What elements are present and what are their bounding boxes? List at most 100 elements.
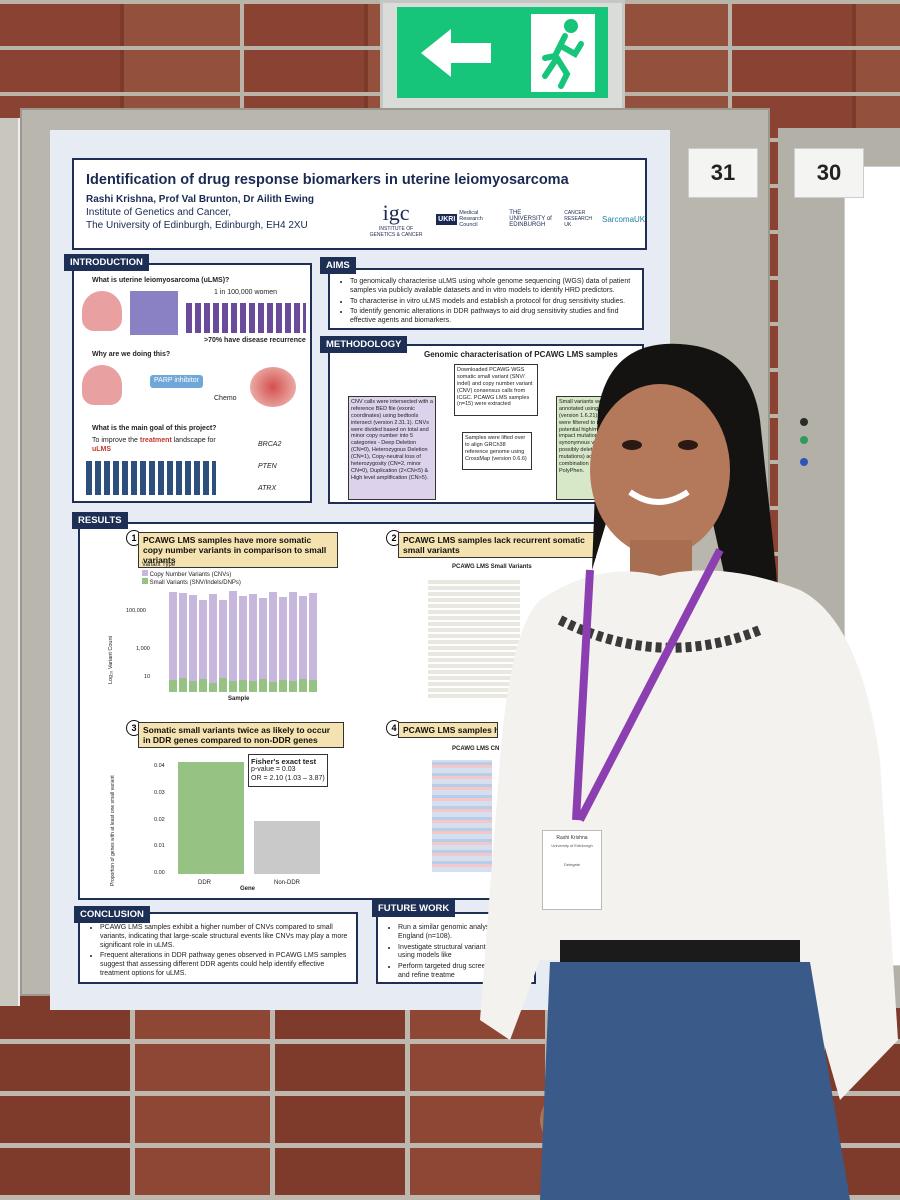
- histology-image: [130, 291, 178, 335]
- cnv-bar: [269, 592, 277, 682]
- small-variant-bar: [189, 681, 197, 692]
- badge-role: Delegate: [563, 862, 580, 867]
- intro-question-3: What is the main goal of this project?: [92, 425, 217, 432]
- copy-number-heatmap: [432, 760, 492, 872]
- result-3-heading: Somatic small variants twice as likely t…: [138, 722, 344, 748]
- sarcoma-uk-logo: SarcomaUK: [602, 214, 646, 224]
- small-variant-oncoplot: [428, 578, 520, 698]
- chart2-category-label: DDR: [198, 880, 211, 886]
- small-variant-bar: [179, 677, 187, 692]
- chemo-label: Chemo: [214, 395, 237, 402]
- methodology-title: Genomic characterisation of PCAWG LMS sa…: [424, 350, 618, 359]
- pin: [800, 418, 808, 426]
- result-4-heading: PCAWG LMS samples have number variants i…: [398, 722, 498, 738]
- aim-item: To characterise in vitro uLMS models and…: [350, 298, 634, 307]
- adjacent-board-left: [0, 118, 20, 1006]
- small-variant-bar: [259, 678, 267, 692]
- poster-title: Identification of drug response biomarke…: [86, 172, 569, 188]
- cruk-logo: CANCER RESEARCH UK: [564, 210, 593, 228]
- result-1-heading: PCAWG LMS samples have more somatic copy…: [138, 532, 338, 568]
- methodology-label: METHODOLOGY: [320, 336, 408, 353]
- intro-question-2: Why are we doing this?: [92, 351, 171, 358]
- cnv-bar: [239, 596, 247, 680]
- results-label: RESULTS: [72, 512, 128, 529]
- chart1-legend-title: Variant Type: [142, 562, 176, 568]
- ddr-bar: [254, 820, 320, 874]
- chart1-ytick: 100,000: [126, 608, 146, 614]
- cnv-vs-small-variant-chart: [168, 586, 318, 692]
- mrc-logo: UKRI Medical Research Council: [436, 210, 483, 228]
- small-variant-bar: [299, 679, 307, 692]
- gene-brca2: BRCA2: [258, 441, 282, 448]
- cnv-bar: [169, 591, 177, 681]
- chart1-xlabel: Sample: [228, 696, 250, 702]
- small-variant-bar: [289, 680, 297, 692]
- arrow-left-icon: [421, 28, 491, 77]
- chart2-ylabel: Proportion of genes with at least one sm…: [110, 775, 116, 886]
- chart2-ytick: 0.02: [154, 816, 165, 823]
- introduction-label: INTRODUCTION: [64, 254, 149, 271]
- chart1-legend-small: Small Variants (SNV/Indels/DNPs): [142, 578, 241, 588]
- fishers-odds-ratio: OR = 2.10 (1.03 – 3.87): [251, 775, 325, 783]
- chart2-ytick: 0.01: [154, 843, 165, 850]
- method-box-cnv: CNV calls were intersected with a refere…: [348, 396, 436, 500]
- chart1-ytick: 10: [144, 674, 151, 680]
- cnv-bar: [229, 591, 237, 681]
- small-variant-bar: [309, 680, 317, 692]
- future-work-item: Perform targeted drug scree biomarkers a…: [398, 963, 526, 981]
- conclusion-item: PCAWG LMS samples exhibit a higher numbe…: [100, 924, 348, 950]
- methodology-panel: Genomic characterisation of PCAWG LMS sa…: [328, 344, 644, 504]
- result-2-heading: PCAWG LMS samples lack recurrent somatic…: [398, 532, 596, 558]
- uterus-illustration: [82, 291, 122, 331]
- uterus-illustration-2: [82, 365, 122, 405]
- small-variant-bar: [239, 679, 247, 692]
- poster-institute-address: The University of Edinburgh, Edinburgh, …: [86, 220, 308, 231]
- chart2-category-label: Non-DDR: [274, 880, 301, 886]
- board-number-30: 30: [794, 148, 864, 198]
- aims-panel: To genomically characterise uLMS using w…: [328, 268, 644, 330]
- future-work-item: Investigate structural variant HRD score…: [398, 944, 526, 962]
- presenter-figure: [480, 343, 898, 1200]
- edinburgh-logo: THE UNIVERSITY of EDINBURGH: [509, 210, 552, 228]
- aim-item: To genomically characterise uLMS using w…: [350, 278, 634, 296]
- badge-org: University of Edinburgh: [551, 843, 593, 848]
- small-variant-bar: [209, 682, 217, 692]
- conclusion-item: Frequent alterations in DDR pathway gene…: [100, 952, 348, 978]
- patient-icon-grid: [86, 461, 216, 495]
- tumour-illustration: [250, 367, 296, 407]
- ddr-proportion-chart: 0.00 0.01 0.02 0.03 0.04 DDR Non-DDR: [148, 754, 338, 886]
- future-work-item: Run a similar genomic analys Genomics En…: [398, 924, 526, 942]
- small-variant-bar: [169, 680, 177, 692]
- poster-institute: Institute of Genetics and Cancer,: [86, 207, 232, 218]
- name-badge: Rashi Krishna University of Edinburgh De…: [542, 830, 602, 910]
- small-variant-bar: [269, 681, 277, 692]
- intro-stat-recurrence: >70% have disease recurrence: [204, 337, 306, 344]
- women-icon-grid: [186, 303, 306, 333]
- aim-item: To identify genomic alterations in DDR p…: [350, 308, 634, 326]
- method-box-liftover: Samples were lifted over to align GRCh38…: [462, 432, 532, 470]
- future-work-label: FUTURE WORK: [372, 900, 456, 917]
- cnv-bar: [199, 599, 207, 680]
- gene-pten: PTEN: [258, 463, 277, 470]
- intro-question-1: What is uterine leiomyosarcoma (uLMS)?: [92, 277, 230, 284]
- pin: [800, 458, 808, 466]
- cnv-bar: [289, 591, 297, 681]
- cnv-bar: [309, 593, 317, 681]
- small-variant-bar: [279, 679, 287, 692]
- small-variant-bar: [249, 681, 257, 692]
- cnv-bar: [219, 600, 227, 679]
- parp-inhibitor-label: PARP inhibitor: [150, 375, 203, 388]
- cn-heatmap-title: PCAWG LMS CN: [452, 746, 500, 752]
- cnv-bar: [209, 594, 217, 683]
- pin: [800, 436, 808, 444]
- logo-strip: igc INSTITUTE OF GENETICS & CANCER UKRI …: [366, 200, 645, 238]
- aims-label: AIMS: [320, 257, 356, 274]
- chart2-xlabel: Gene: [240, 886, 256, 892]
- fishers-p-value: p-value = 0.03: [251, 766, 296, 774]
- poster-authors: Rashi Krishna, Prof Val Brunton, Dr Aili…: [86, 194, 314, 205]
- ddr-bar: [178, 762, 244, 874]
- chart1-ytick: 1,000: [136, 646, 150, 652]
- cnv-bar: [179, 593, 187, 678]
- badge-name: Rashi Krishna: [556, 835, 588, 841]
- cnv-bar: [279, 597, 287, 680]
